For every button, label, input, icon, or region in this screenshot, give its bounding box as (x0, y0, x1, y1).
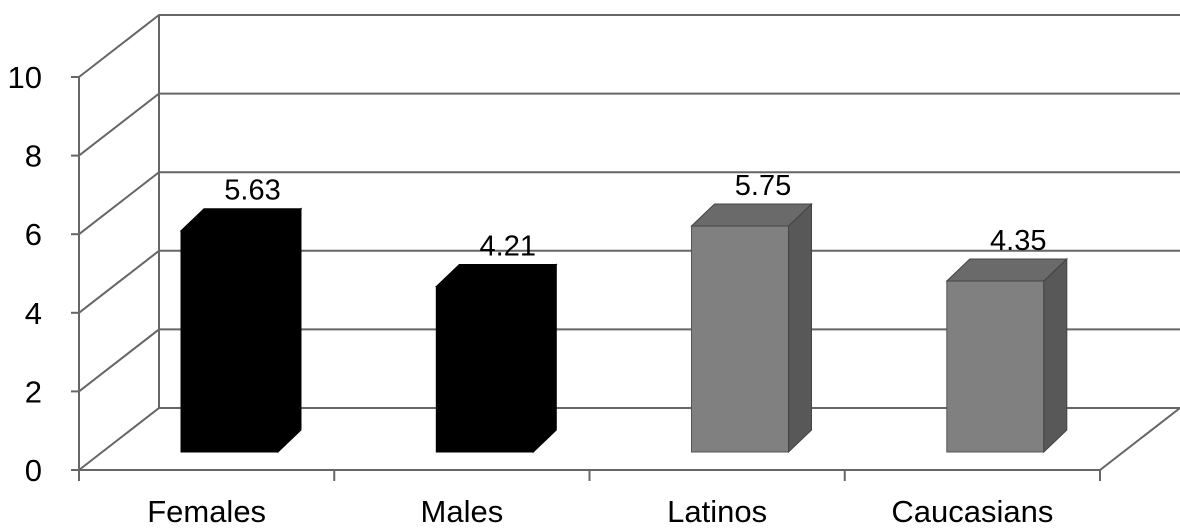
data-label: 4.21 (480, 231, 536, 263)
category-label: Latinos (667, 494, 767, 529)
data-label: 4.35 (990, 225, 1046, 257)
bar-females (179, 207, 303, 454)
gridline (78, 92, 1180, 157)
data-label: 5.75 (735, 170, 791, 202)
bar-caucasians (945, 257, 1069, 454)
bar-front (180, 230, 279, 453)
y-tick-label: 10 (8, 60, 42, 95)
bars (179, 202, 1069, 454)
y-tick-label: 4 (25, 296, 42, 331)
bar-males (435, 263, 558, 454)
category-label: Caucasians (891, 494, 1053, 529)
axes (78, 15, 1101, 481)
category-label: Males (421, 494, 504, 529)
category-labels: Females Males Latinos Caucasians (147, 494, 1053, 529)
category-label: Females (147, 494, 266, 529)
bar-top (435, 264, 558, 287)
bar-top (690, 203, 813, 227)
y-tick-label: 8 (25, 139, 42, 174)
bar-side (1043, 257, 1068, 454)
bar-front (435, 286, 534, 453)
bar-front (946, 280, 1045, 453)
y-tick-label: 0 (25, 453, 42, 488)
y-tick-label: 6 (25, 217, 42, 252)
bar-top (945, 258, 1069, 282)
bar-front (691, 225, 789, 453)
y-axis-ticks: 0 2 4 6 8 10 (8, 60, 79, 488)
bar-side (788, 202, 812, 454)
bar-latinos (690, 202, 813, 454)
bar-side (532, 263, 557, 454)
gridline (78, 14, 1180, 78)
data-labels: 5.63 4.21 5.75 4.35 (224, 170, 1046, 263)
bar-side (277, 207, 302, 454)
bar-top (179, 208, 303, 232)
data-label: 5.63 (224, 175, 280, 207)
y-tick-label: 2 (25, 374, 42, 409)
